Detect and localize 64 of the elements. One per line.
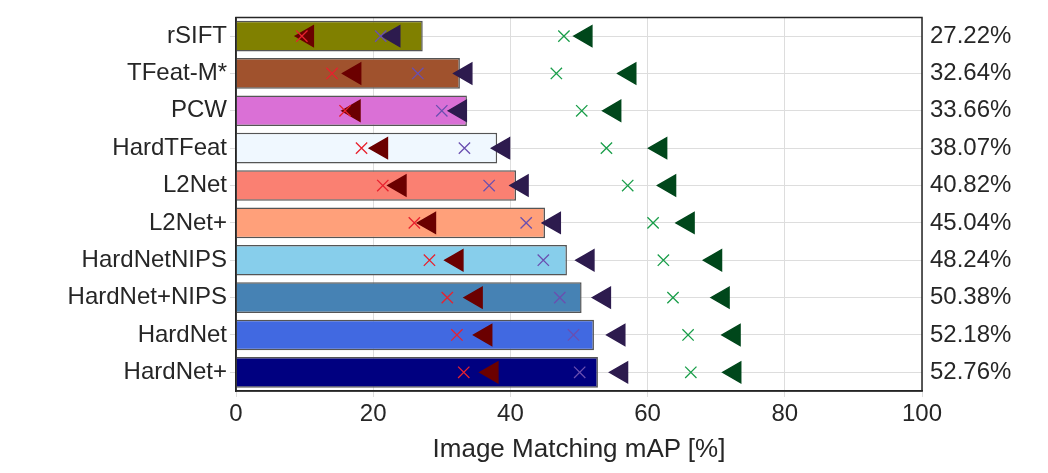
- point: [423, 253, 436, 267]
- point: [647, 137, 668, 160]
- y-tick-label: L2Net+: [148, 207, 227, 235]
- data-label: 32.64%: [930, 58, 1012, 86]
- point: [458, 141, 471, 155]
- point: [509, 174, 529, 197]
- point: [479, 361, 499, 384]
- point: [376, 179, 390, 192]
- point: [721, 361, 742, 384]
- data-label: 45.04%: [930, 207, 1012, 235]
- point: [519, 216, 533, 230]
- point: [537, 253, 550, 267]
- y-tick-label: L2Net: [162, 170, 228, 198]
- y-tick-label: HardNet+: [123, 356, 227, 384]
- y-tick-label: HardNet: [137, 319, 228, 347]
- point: [440, 291, 454, 304]
- data-label: 48.24%: [930, 244, 1012, 272]
- x-axis-title: Image Matching mAP [%]: [432, 432, 726, 463]
- x-tick-label: 40: [497, 399, 524, 427]
- data-label: 50.38%: [930, 282, 1012, 310]
- point: [411, 67, 425, 80]
- point: [702, 249, 723, 272]
- y-tick-label: rSIFT: [167, 20, 228, 48]
- point: [606, 323, 626, 347]
- x-tick-label: 100: [901, 399, 943, 427]
- data-label: 52.76%: [930, 356, 1012, 384]
- point: [550, 67, 563, 80]
- point: [355, 141, 368, 155]
- point: [482, 179, 496, 192]
- y-tick-label: HardNetNIPS: [81, 244, 227, 272]
- point: [557, 29, 571, 43]
- point: [617, 62, 637, 85]
- x-tick-label: 0: [229, 399, 243, 427]
- point: [408, 216, 421, 230]
- point: [591, 286, 612, 309]
- point: [457, 366, 471, 379]
- point: [675, 211, 695, 235]
- y-tick-label: HardTFeat: [112, 132, 228, 160]
- point: [374, 29, 388, 43]
- point: [541, 211, 562, 235]
- point: [450, 328, 464, 342]
- point: [553, 291, 567, 304]
- point: [435, 104, 449, 118]
- point: [325, 67, 339, 80]
- y-tick-label: TFeat-M*: [126, 58, 227, 86]
- point: [608, 361, 629, 384]
- point: [573, 24, 593, 48]
- point: [573, 366, 586, 379]
- data-label: 33.66%: [930, 95, 1012, 123]
- data-label: 27.22%: [930, 20, 1012, 48]
- point: [721, 323, 741, 347]
- point: [710, 286, 730, 309]
- y-tick-label: PCW: [171, 95, 228, 123]
- data-label: 52.18%: [930, 319, 1012, 347]
- point: [567, 328, 580, 342]
- data-label: 40.82%: [930, 170, 1012, 198]
- x-tick-label: 20: [359, 399, 387, 427]
- x-tick-label: 80: [771, 399, 799, 427]
- point: [656, 174, 677, 197]
- point: [575, 249, 595, 272]
- y-tick-label: HardNet+NIPS: [67, 282, 227, 310]
- point: [601, 99, 622, 122]
- x-tick-label: 60: [634, 399, 661, 427]
- data-label: 38.07%: [930, 132, 1012, 160]
